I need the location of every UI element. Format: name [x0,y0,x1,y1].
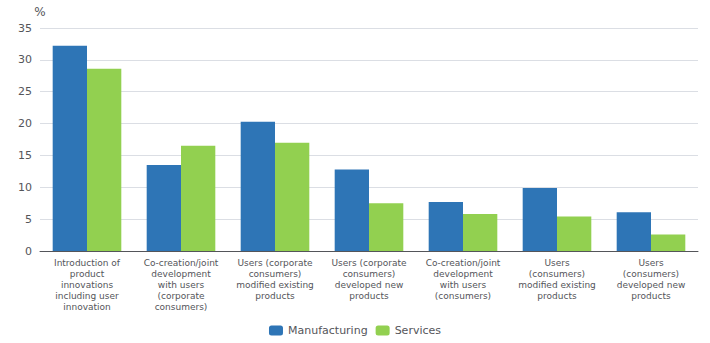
svg-text:with users: with users [158,280,205,290]
svg-text:innovations: innovations [61,280,113,290]
svg-text:0: 0 [25,245,32,258]
svg-text:Users: Users [544,258,570,268]
svg-text:with users: with users [440,280,487,290]
svg-text:Manufacturing: Manufacturing [288,324,368,337]
svg-text:Introduction of: Introduction of [54,258,121,268]
svg-text:innovation: innovation [63,302,111,312]
svg-text:35: 35 [18,22,32,35]
svg-text:%: % [34,5,45,19]
svg-text:10: 10 [18,181,32,194]
svg-text:Users: Users [638,258,664,268]
svg-text:25: 25 [18,85,32,98]
svg-text:(consumers): (consumers) [623,269,679,279]
svg-text:consumers): consumers) [343,269,396,279]
svg-text:consumers): consumers) [155,302,208,312]
svg-text:Users (corporate: Users (corporate [331,258,407,268]
svg-text:products: products [349,291,389,301]
svg-text:30: 30 [18,53,32,66]
svg-text:(consumers): (consumers) [529,269,585,279]
svg-text:consumers): consumers) [249,269,302,279]
svg-text:developed new: developed new [335,280,404,290]
svg-text:(consumers): (consumers) [435,291,491,301]
svg-text:modified existing: modified existing [518,280,596,290]
svg-text:modified existing: modified existing [236,280,314,290]
svg-text:Co-creation/joint: Co-creation/joint [144,258,219,268]
svg-text:development: development [151,269,211,279]
svg-text:Co-creation/joint: Co-creation/joint [426,258,501,268]
svg-text:Users (corporate: Users (corporate [237,258,313,268]
svg-text:(corporate: (corporate [157,291,205,301]
svg-text:15: 15 [18,149,32,162]
svg-text:Services: Services [395,324,442,337]
svg-text:5: 5 [25,213,32,226]
svg-text:development: development [433,269,493,279]
svg-text:product: product [70,269,105,279]
svg-text:products: products [537,291,577,301]
svg-text:developed new: developed new [617,280,686,290]
svg-text:including user: including user [55,291,119,301]
svg-text:products: products [255,291,295,301]
svg-text:products: products [631,291,671,301]
svg-text:20: 20 [18,117,32,130]
